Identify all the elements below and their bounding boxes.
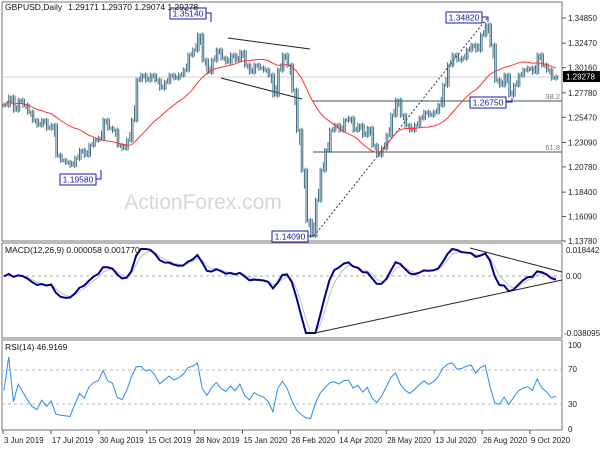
price-bars bbox=[1, 22, 559, 239]
macd-lower-trendline bbox=[314, 279, 563, 334]
label-1.35140: 1.35140 bbox=[169, 7, 212, 22]
date-tick-label: 28 Feb 2020 bbox=[291, 436, 336, 445]
svg-text:1.19580: 1.19580 bbox=[63, 175, 94, 185]
price-tick-label: 1.18400 bbox=[568, 188, 597, 197]
macd-upper-trendline bbox=[469, 247, 563, 273]
date-tick-label: 28 May 2020 bbox=[387, 436, 432, 445]
svg-text:1.35140: 1.35140 bbox=[173, 9, 204, 19]
rsi-title: RSI(14) 46.9169 bbox=[5, 342, 68, 352]
date-tick-label: 14 Apr 2020 bbox=[339, 436, 383, 445]
label-1.14090: 1.14090 bbox=[271, 230, 314, 243]
price-tick-label: 1.32470 bbox=[568, 39, 597, 48]
macd-tick-max: 0.018442 bbox=[566, 246, 600, 255]
macd-signal-line bbox=[3, 250, 557, 334]
moving-average-line bbox=[3, 58, 557, 153]
price-tick-label: 1.16090 bbox=[568, 213, 597, 222]
price-tick-label: 1.25470 bbox=[568, 113, 597, 122]
watermark: ActionForex.com bbox=[124, 191, 282, 214]
rsi-tick-0: 0 bbox=[568, 425, 573, 434]
price-tick-label: 1.20780 bbox=[568, 163, 597, 172]
chart-header: GBPUSD,Daily 1.29171 1.29370 1.29074 1.29… bbox=[5, 2, 198, 12]
macd-line bbox=[3, 247, 557, 334]
channel-lower-line bbox=[220, 77, 303, 100]
channel-upper-line bbox=[227, 37, 311, 50]
price-axis: 1.34850 1.32470 1.30160 1.27780 1.25470 1.230… bbox=[562, 14, 597, 246]
svg-text:1.26750: 1.26750 bbox=[473, 98, 504, 108]
macd-title: MACD(12,26,9) 0.000058 0.001770 bbox=[5, 245, 140, 255]
date-tick-label: 15 Jan 2020 bbox=[244, 436, 289, 445]
date-tick-label: 30 Aug 2019 bbox=[100, 436, 145, 445]
fib-61-label: 61.8 bbox=[545, 143, 560, 152]
rsi-tick-100: 100 bbox=[568, 341, 582, 350]
svg-text:1.14090: 1.14090 bbox=[275, 232, 306, 242]
date-tick-label: 15 Oct 2019 bbox=[148, 436, 192, 445]
date-axis: 3 Jun 2019 17 Jul 2019 30 Aug 2019 15 Oct 2… bbox=[2, 430, 571, 445]
rsi-panel-frame bbox=[1, 339, 563, 431]
price-tick-label: 1.30160 bbox=[568, 64, 597, 73]
date-tick-label: 26 Aug 2020 bbox=[483, 436, 528, 445]
rsi-tick-30: 30 bbox=[568, 400, 577, 409]
macd-tick-min: -0.038095 bbox=[564, 329, 600, 338]
date-tick-label: 3 Jun 2019 bbox=[4, 436, 44, 445]
symbol-title: GBPUSD,Daily bbox=[5, 2, 63, 12]
rsi-tick-70: 70 bbox=[568, 365, 577, 374]
label-1.34820: 1.34820 bbox=[445, 11, 489, 24]
ohlc-readout: 1.29171 1.29370 1.29074 1.29278 bbox=[68, 2, 198, 12]
date-tick-label: 9 Oct 2020 bbox=[531, 436, 571, 445]
label-1.19580: 1.19580 bbox=[59, 170, 102, 186]
fib-38-label: 38.2 bbox=[545, 92, 560, 101]
date-tick-label: 28 Nov 2019 bbox=[196, 436, 241, 445]
last-price-label: 1.29278 bbox=[566, 73, 595, 82]
date-tick-label: 13 Jul 2020 bbox=[435, 436, 477, 445]
rsi-line bbox=[3, 356, 557, 420]
price-tick-label: 1.23090 bbox=[568, 138, 597, 147]
label-1.26750: 1.26750 bbox=[469, 96, 513, 109]
price-tick-label: 1.27780 bbox=[568, 89, 597, 98]
date-tick-label: 17 Jul 2019 bbox=[52, 436, 94, 445]
price-panel-frame bbox=[1, 1, 563, 242]
macd-panel-frame bbox=[1, 242, 563, 339]
price-tick-label: 1.34850 bbox=[568, 14, 597, 23]
price-tick-label: 1.13780 bbox=[568, 237, 597, 246]
svg-text:1.34820: 1.34820 bbox=[449, 13, 480, 23]
last-price-box bbox=[563, 71, 600, 82]
macd-tick-zero: 0.00 bbox=[566, 272, 582, 281]
